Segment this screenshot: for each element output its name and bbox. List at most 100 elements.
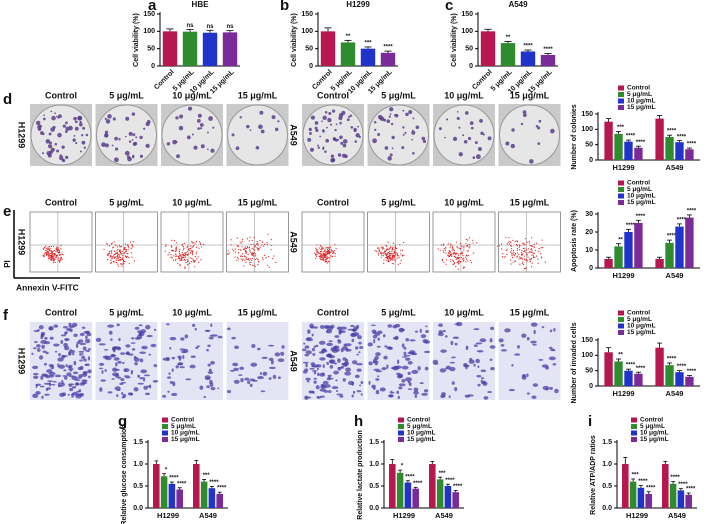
event [394, 245, 396, 247]
cell [553, 327, 556, 332]
cell [100, 379, 107, 382]
colony [271, 115, 276, 120]
cell [358, 351, 361, 354]
event [117, 252, 119, 254]
event [261, 241, 263, 243]
x-tick-label: H1299 [393, 511, 415, 520]
event [165, 244, 167, 246]
colony [346, 118, 350, 122]
colony [462, 134, 465, 137]
colony [175, 116, 179, 120]
photo [432, 321, 496, 400]
legend-label: 5 μg/mL [627, 186, 652, 193]
cell [251, 343, 256, 348]
event [186, 250, 189, 252]
event [179, 264, 182, 267]
event [382, 255, 385, 257]
y-axis-label: Cell viability (%) [133, 13, 140, 67]
cell [61, 380, 64, 384]
event [510, 259, 512, 261]
cell [85, 349, 91, 352]
event [383, 259, 385, 261]
bar [444, 486, 452, 508]
chart-title: A549 [508, 0, 528, 9]
event [244, 250, 247, 252]
significance-label: *** [617, 125, 625, 131]
cell [73, 333, 78, 337]
colony [422, 139, 427, 144]
event [46, 254, 48, 256]
cell [33, 347, 37, 350]
colony [374, 128, 377, 131]
cell [250, 362, 258, 367]
legend-swatch [618, 317, 624, 322]
cell [183, 348, 189, 353]
colony [309, 147, 315, 152]
cell [449, 366, 456, 372]
event [189, 247, 192, 250]
bar [675, 226, 684, 268]
photo [433, 104, 495, 166]
event [329, 246, 331, 248]
cell [75, 343, 79, 349]
event [540, 247, 542, 249]
cell [304, 345, 310, 349]
cell [316, 367, 319, 371]
event [57, 257, 60, 259]
cell [79, 353, 82, 356]
event [187, 260, 189, 262]
cell [36, 344, 41, 348]
cell [306, 380, 310, 383]
event [107, 253, 109, 255]
event [515, 243, 518, 246]
event [391, 248, 394, 250]
event [392, 242, 395, 244]
y-tick-label: 1.0 [369, 461, 379, 468]
cell [337, 339, 340, 342]
cell [514, 353, 521, 356]
bar [662, 464, 669, 508]
event [43, 254, 45, 256]
event [130, 252, 132, 254]
event [451, 245, 453, 247]
legend-swatch [631, 417, 637, 423]
x-tick-label: A549 [666, 163, 684, 172]
event [56, 250, 58, 253]
event [402, 254, 404, 257]
event [257, 261, 260, 263]
bar [208, 488, 216, 508]
significance-label: **** [626, 363, 636, 369]
event [240, 249, 242, 251]
cell [206, 349, 209, 352]
event [114, 252, 117, 254]
event [462, 258, 464, 260]
event [527, 252, 529, 254]
cell [272, 374, 277, 379]
photo [367, 322, 431, 400]
cell [526, 336, 530, 341]
event [394, 260, 396, 262]
cell [274, 352, 281, 357]
event [384, 251, 387, 253]
event [512, 253, 514, 255]
colony [107, 114, 112, 119]
colony [482, 133, 485, 136]
colony [172, 139, 177, 145]
cell [340, 326, 347, 330]
cell [373, 338, 376, 344]
colony [235, 146, 240, 151]
event [185, 252, 187, 254]
cell [127, 392, 133, 396]
colony [277, 120, 280, 123]
event [382, 252, 384, 254]
cell [133, 387, 139, 392]
event [450, 258, 452, 261]
event [111, 258, 113, 260]
event [248, 260, 250, 262]
event [535, 242, 538, 244]
bar [665, 242, 674, 268]
significance-label: **** [543, 47, 553, 53]
event [121, 265, 123, 267]
colony [81, 140, 86, 145]
event [321, 253, 323, 255]
